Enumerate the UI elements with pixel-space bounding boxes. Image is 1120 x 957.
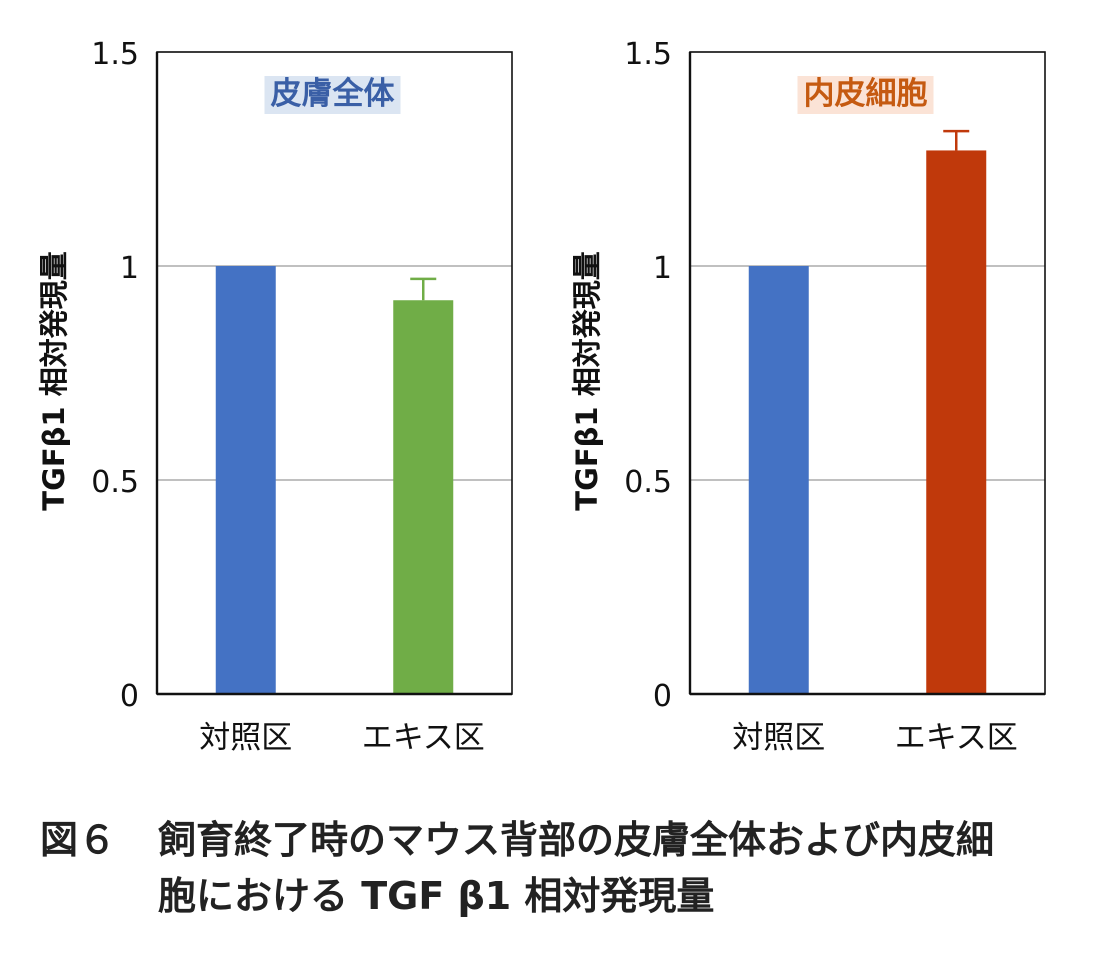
y-tick-label: 0 — [120, 679, 139, 714]
x-tick-label: 対照区 — [199, 720, 292, 756]
charts-area: 0 0.5 1 1.5 対照区 エキス区 皮膚全体 TGFβ1 相対発現量 0 0.5 1 1.5 対照… — [37, 37, 1046, 756]
error-bar-2 — [410, 277, 437, 301]
chart-panel-2: 0 0.5 1 1.5 対照区 エキス区 内皮細胞 TGFβ1 相対発現量 — [570, 37, 1046, 756]
chart-panel-1: 0 0.5 1 1.5 対照区 エキス区 皮膚全体 TGFβ1 相対発現量 — [37, 37, 513, 756]
plot-frame — [156, 51, 513, 695]
title-highlight — [264, 76, 401, 114]
y-tick-label: 1 — [120, 251, 139, 286]
figure-label: 図６ — [40, 818, 117, 862]
x-tick-label: エキス区 — [362, 720, 485, 756]
y-tick-label: 1 — [653, 251, 672, 286]
bar-2 — [393, 300, 454, 694]
bar-1 — [748, 266, 809, 694]
y-tick-label: 1.5 — [91, 37, 139, 72]
y-axis-label: TGFβ1 相対発現量 — [37, 251, 71, 510]
y-tick-label: 0 — [653, 679, 672, 714]
title-highlight — [797, 76, 934, 114]
y-tick-label: 0.5 — [624, 465, 672, 500]
y-tick-label: 1.5 — [624, 37, 672, 72]
chart-title: 内皮細胞 — [804, 76, 928, 112]
x-tick-label: エキス区 — [895, 720, 1018, 756]
caption-text: 飼育終了時のマウス背部の皮膚全体および内皮細 胞における TGF β1 相対発現… — [158, 812, 1108, 924]
bar-2 — [926, 150, 987, 694]
y-tick-label: 0.5 — [91, 465, 139, 500]
error-bar-2 — [943, 129, 970, 151]
bar-1 — [215, 266, 276, 694]
x-tick-label: 対照区 — [732, 720, 825, 756]
caption-line-1: 飼育終了時のマウス背部の皮膚全体および内皮細 — [158, 818, 995, 862]
plot-frame — [689, 51, 1046, 695]
y-axis-label: TGFβ1 相対発現量 — [570, 251, 604, 510]
chart-title: 皮膚全体 — [271, 76, 395, 112]
caption-line-2: 胞における TGF β1 相対発現量 — [158, 874, 715, 918]
